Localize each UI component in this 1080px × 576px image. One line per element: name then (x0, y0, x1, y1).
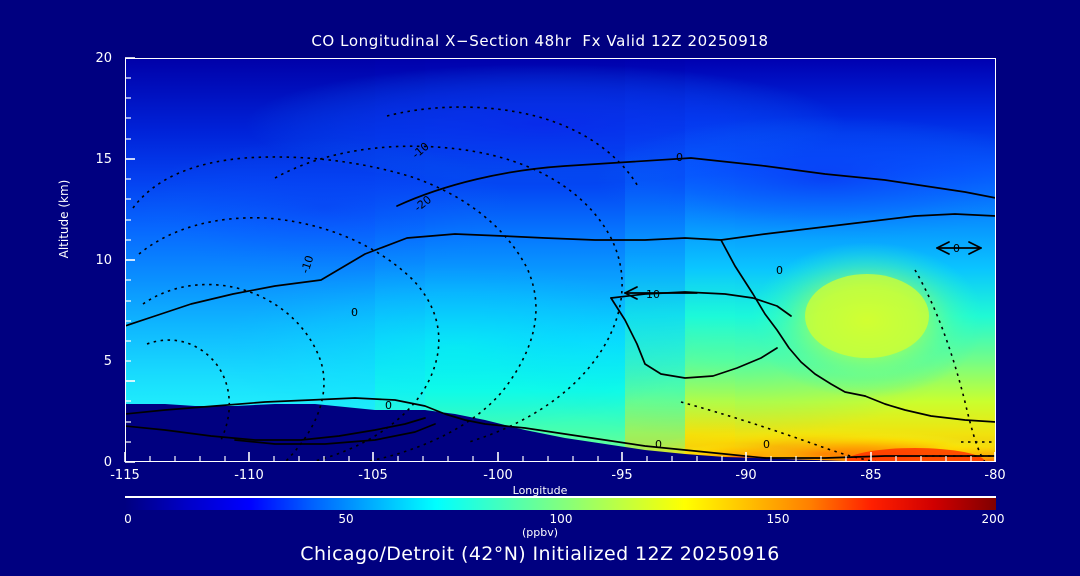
terrain-mask (125, 404, 996, 462)
colorbar-tick-150: 150 (766, 512, 790, 526)
y-tick-15: 15 (95, 152, 112, 167)
contour-label-zero-bl2: 0 (655, 438, 662, 451)
x-tick--95: -95 (611, 468, 633, 483)
cross-section-heatmap: -10 -10 -20 0 0 10 0 0 0 0 0 (125, 58, 996, 462)
contour-label-zero-left: 0 (351, 306, 358, 319)
x-tick--110: -110 (234, 468, 264, 483)
x-tick--115: -115 (110, 468, 140, 483)
contour-label-zero-top: 0 (676, 151, 683, 164)
contour-label-zero-bl3: 0 (763, 438, 770, 451)
x-tick--80: -80 (984, 468, 1006, 483)
figure-caption: Chicago/Detroit (42°N) Initialized 12Z 2… (300, 543, 780, 565)
y-tick-20: 20 (95, 51, 112, 66)
colorbar (125, 496, 996, 510)
colorbar-gradient (125, 496, 996, 510)
y-tick-5: 5 (103, 354, 112, 369)
chart-title: CO Longitudinal X−Section 48hr Fx Valid … (311, 32, 769, 50)
contour-label-zero-right: 0 (953, 242, 960, 255)
contour-label-zero-bl1: 0 (385, 399, 392, 412)
colorbar-tick-100: 100 (549, 512, 573, 526)
plot-area: -10 -10 -20 0 0 10 0 0 0 0 0 (124, 57, 996, 463)
x-axis-title: Longitude (512, 484, 568, 497)
x-tick--90: -90 (735, 468, 757, 483)
colorbar-tick-200: 200 (981, 512, 1005, 526)
x-tick--105: -105 (358, 468, 388, 483)
contour-label-ten: 10 (646, 288, 660, 301)
colorbar-tick-0: 0 (124, 512, 132, 526)
y-tick-0: 0 (103, 455, 112, 470)
colorbar-tick-50: 50 (338, 512, 354, 526)
x-tick--100: -100 (483, 468, 513, 483)
contour-label-zero-mid: 0 (776, 264, 783, 277)
y-axis-title: Altitude (km) (57, 179, 71, 259)
x-tick--85: -85 (860, 468, 882, 483)
contour-label-neg10: -10 (298, 254, 316, 275)
colorbar-units: (ppbv) (521, 526, 559, 539)
y-tick-10: 10 (95, 253, 112, 268)
solid-contours (125, 157, 996, 459)
